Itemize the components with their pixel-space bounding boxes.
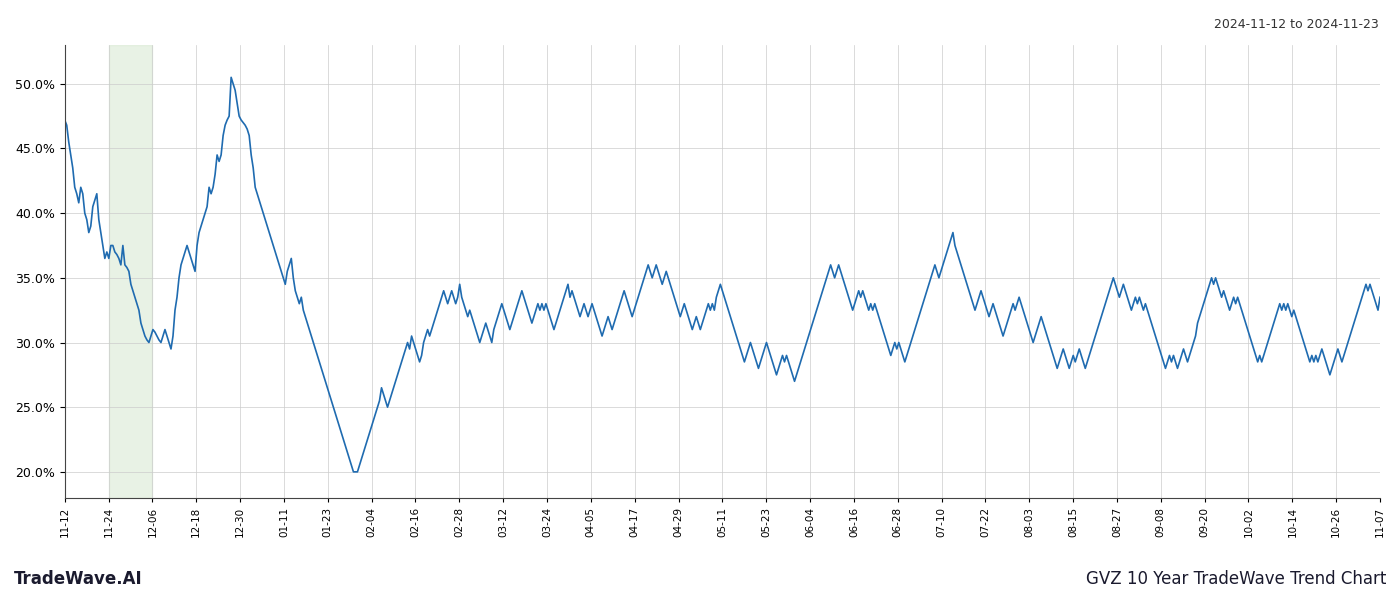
Text: GVZ 10 Year TradeWave Trend Chart: GVZ 10 Year TradeWave Trend Chart	[1085, 570, 1386, 588]
Text: 2024-11-12 to 2024-11-23: 2024-11-12 to 2024-11-23	[1214, 18, 1379, 31]
Text: TradeWave.AI: TradeWave.AI	[14, 570, 143, 588]
Bar	[109, 45, 153, 498]
